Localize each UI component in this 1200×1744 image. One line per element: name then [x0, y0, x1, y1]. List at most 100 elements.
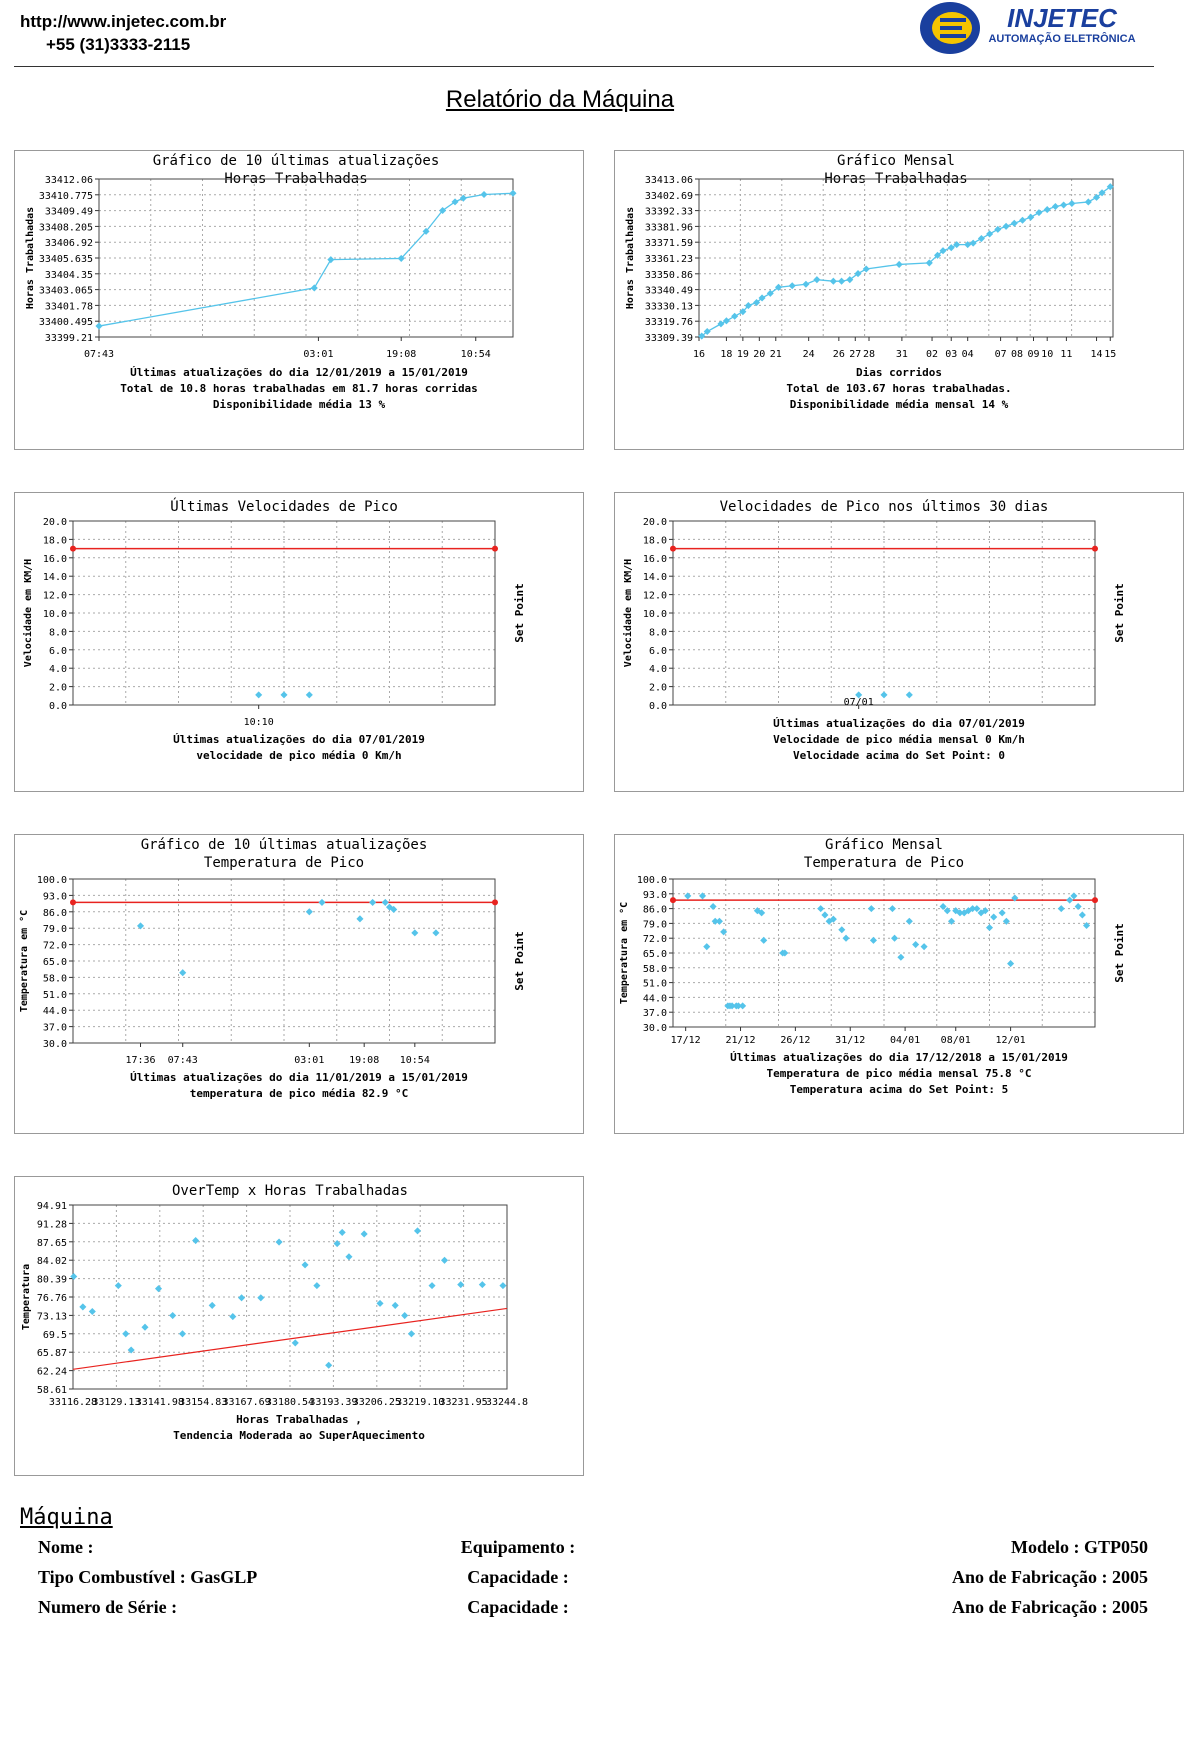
data-point: [275, 1238, 283, 1246]
data-point: [905, 691, 913, 699]
y-tick-label: 20.0: [43, 517, 67, 528]
y-tick-label: 44.0: [43, 1006, 67, 1017]
data-point: [178, 1330, 187, 1338]
data-point: [880, 691, 888, 699]
data-point: [1074, 902, 1082, 911]
x-tick-label: 07:43: [84, 349, 114, 360]
machine-row: Tipo Combustível : GasGLP Capacidade : A…: [38, 1567, 1148, 1593]
y-tick-label: 76.76: [37, 1293, 67, 1304]
x-tick-label: 21: [770, 349, 782, 360]
data-point: [925, 259, 933, 267]
y-tick-label: 87.65: [37, 1238, 67, 1249]
x-tick-label: 28: [863, 349, 875, 360]
y-tick-label: 18.0: [43, 535, 67, 546]
machine-name: Nome :: [38, 1537, 94, 1557]
data-point: [88, 1307, 96, 1316]
data-point: [802, 280, 810, 288]
y-tick-label: 2.0: [649, 683, 667, 694]
data-point: [731, 312, 739, 320]
x-tick-label: 18: [720, 349, 732, 360]
x-tick-label: 33116.28: [49, 1397, 97, 1408]
chart-footer-text: Temperatura de pico média mensal 75.8 °C: [767, 1067, 1032, 1080]
machine-year: Ano de Fabricação : 2005: [952, 1597, 1148, 1617]
y-tick-label: 0.0: [49, 701, 67, 712]
y-tick-label: 33309.39: [645, 333, 693, 344]
y-tick-label: 91.28: [37, 1219, 67, 1230]
x-tick-label: 33154.83: [179, 1397, 227, 1408]
logo-name: INJETEC: [1007, 3, 1118, 33]
chart-footer-text: Últimas atualizações do dia 11/01/2019 a…: [130, 1071, 468, 1084]
chart-footer-text: Temperatura acima do Set Point: 5: [790, 1083, 1009, 1096]
x-tick-label: 15: [1104, 349, 1116, 360]
data-point: [838, 926, 846, 934]
set-point-label: Set Point: [513, 583, 526, 643]
data-point: [154, 1285, 163, 1293]
y-tick-label: 4.0: [49, 664, 67, 675]
data-point: [699, 892, 707, 900]
plot-frame: [672, 520, 1096, 706]
data-point: [715, 917, 723, 925]
set-point-marker: [70, 899, 76, 906]
y-axis-label: Temperatura em °C: [619, 902, 630, 1004]
chart-panel-speed-last: Últimas Velocidades de Pico 20.0 18.0 16.0 1…: [14, 492, 584, 792]
data-point: [480, 190, 488, 199]
data-point: [722, 317, 730, 325]
set-point-label: Set Point: [1113, 583, 1126, 643]
data-point: [79, 1303, 87, 1311]
x-tick-label: 02: [926, 349, 938, 360]
x-tick-label: 10:10: [244, 717, 274, 728]
chart-panel-temp-10: Gráfico de 10 últimas atualizações Temper…: [14, 834, 584, 1134]
x-tick-label: 33167.69: [223, 1397, 271, 1408]
x-tick-label: 19:08: [386, 349, 416, 360]
site-url[interactable]: http://www.injetec.com.br: [20, 12, 227, 31]
set-point-marker: [1092, 897, 1098, 904]
data-point: [905, 917, 913, 925]
y-axis-label: Horas Trabalhadas: [25, 207, 36, 309]
machine-capacity: Capacidade :: [467, 1597, 569, 1617]
report-title: Relatório da Máquina: [445, 86, 675, 113]
chart-title: Velocidades de Pico nos últimos 30 dias: [720, 499, 1049, 515]
y-tick-label: 33381.96: [645, 222, 693, 233]
data-point: [1027, 213, 1035, 221]
y-tick-label: 100.0: [37, 875, 67, 886]
set-point-marker: [670, 545, 676, 552]
data-point: [766, 289, 774, 297]
y-tick-label: 84.02: [37, 1256, 67, 1267]
data-point: [439, 206, 447, 215]
y-tick-label: 33408.205: [39, 222, 93, 233]
y-tick-label: 72.0: [43, 941, 67, 952]
plot-frame: [72, 1204, 508, 1390]
data-point: [1035, 209, 1043, 217]
data-point: [310, 284, 318, 292]
y-axis-label: Temperatura em °C: [19, 910, 30, 1012]
data-point: [891, 934, 899, 942]
data-point: [897, 953, 905, 961]
y-tick-label: 69.5: [43, 1330, 67, 1341]
chart-footer-text: Total de 10.8 horas trabalhadas em 81.7 …: [120, 382, 478, 395]
y-tick-label: 100.0: [637, 875, 667, 886]
set-point-marker: [1092, 545, 1098, 552]
x-tick-label: 08/01: [941, 1035, 971, 1046]
x-tick-label: 10:54: [461, 349, 491, 360]
y-tick-label: 80.39: [37, 1275, 67, 1286]
data-point: [457, 1281, 465, 1289]
set-point-label: Set Point: [513, 931, 526, 991]
y-tick-label: 86.0: [643, 905, 667, 916]
y-tick-label: 30.0: [43, 1039, 67, 1050]
data-point: [760, 936, 768, 944]
chart-panel-hours-month: Gráfico Mensal Horas Trabalhadas 33413.06 3…: [614, 150, 1184, 450]
data-point: [1084, 198, 1092, 206]
data-point: [376, 1299, 384, 1307]
y-tick-label: 93.0: [43, 891, 67, 902]
data-point: [1083, 921, 1091, 930]
x-tick-label: 08: [1011, 349, 1023, 360]
data-point: [257, 1294, 265, 1302]
data-point: [788, 282, 796, 290]
data-point: [888, 905, 896, 913]
data-point: [947, 244, 955, 252]
data-point: [413, 1227, 422, 1235]
y-tick-label: 44.0: [643, 993, 667, 1004]
x-tick-label: 24: [803, 349, 815, 360]
x-tick-label: 07:43: [168, 1055, 198, 1066]
y-tick-label: 0.0: [649, 701, 667, 712]
